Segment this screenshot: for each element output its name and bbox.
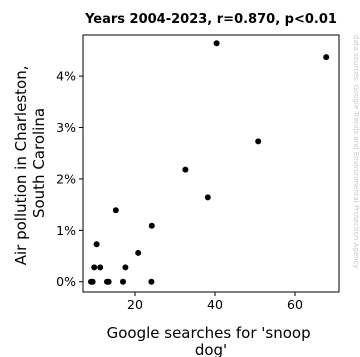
y-tick-label: 3% <box>56 120 76 135</box>
y-tick-label: 0% <box>56 274 76 289</box>
x-axis-label-line-2: dog' <box>195 341 227 357</box>
y-axis-label-line-2: South Carolina <box>30 108 48 218</box>
y-axis-label-line-1: Air pollution in Charleston, <box>12 66 30 266</box>
y-tick-label: 4% <box>56 69 76 84</box>
data-point <box>93 241 100 248</box>
data-point <box>120 278 126 285</box>
side-note: data sources: Google Trends and Environm… <box>352 35 360 269</box>
x-axis-label-line-1: Google searches for 'snoop <box>107 324 311 342</box>
data-point <box>122 264 129 271</box>
plot-area <box>82 34 340 293</box>
data-point <box>148 222 155 229</box>
data-point <box>135 249 142 256</box>
y-axis-label: Air pollution in Charleston, South Carol… <box>12 61 48 266</box>
y-tick-label: 1% <box>56 223 76 238</box>
data-point <box>97 264 104 271</box>
data-point <box>89 278 96 285</box>
x-tick-label: 60 <box>287 297 303 312</box>
x-axis: 20 40 60 <box>127 292 303 312</box>
x-tick-label: 40 <box>207 297 223 312</box>
y-axis: 0% 1% 2% 3% 4% <box>56 69 83 289</box>
data-point <box>182 166 189 173</box>
data-point <box>91 264 98 271</box>
data-point <box>323 54 330 61</box>
data-point <box>112 207 119 214</box>
x-tick-label: 20 <box>127 297 143 312</box>
data-point <box>105 278 112 285</box>
data-points <box>88 40 330 285</box>
x-axis-label: Google searches for 'snoop dog' <box>107 324 316 357</box>
data-point <box>148 278 155 285</box>
data-point <box>204 194 211 201</box>
chart-title: Years 2004-2023, r=0.870, p<0.01 <box>84 12 337 27</box>
data-point <box>255 138 262 145</box>
y-tick-label: 2% <box>56 171 76 186</box>
data-point <box>213 40 220 47</box>
